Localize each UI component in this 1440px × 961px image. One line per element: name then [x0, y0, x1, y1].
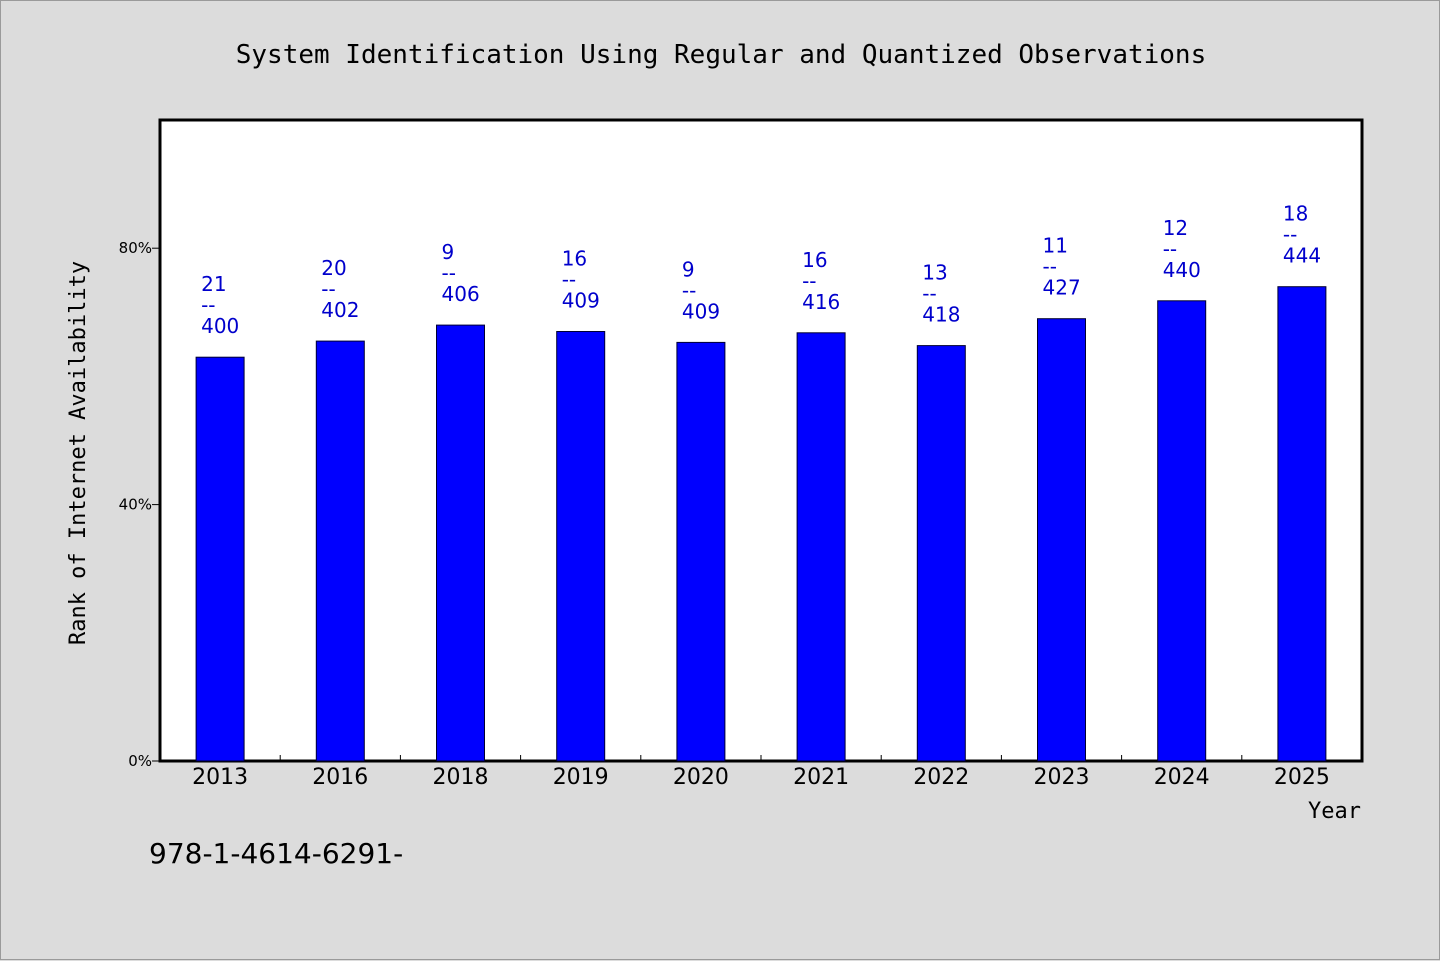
- data-label-top-2023: 11: [1043, 234, 1068, 258]
- data-label-top-2025: 18: [1283, 202, 1308, 226]
- bar-2025: [1277, 286, 1327, 762]
- data-labels-layer: 21--40020--4029--40616--4099--40916--416…: [201, 202, 1321, 339]
- bar-2023: [1037, 318, 1086, 762]
- bar-2022: [916, 345, 966, 762]
- data-label-separator-2013: --: [201, 293, 215, 317]
- data-label-separator-2021: --: [802, 269, 816, 293]
- x-tick-label-2025: 2025: [1274, 765, 1330, 790]
- bar-2016: [315, 340, 365, 762]
- data-label-top-2018: 9: [442, 240, 455, 264]
- data-label-top-2020: 9: [682, 257, 695, 281]
- data-label-separator-2024: --: [1163, 237, 1177, 261]
- data-label-separator-2019: --: [562, 268, 576, 292]
- x-tick-label-2013: 2013: [192, 765, 248, 790]
- x-tick-label-2023: 2023: [1034, 765, 1090, 790]
- data-label-top-2019: 16: [562, 247, 587, 271]
- data-label-bottom-2025: 444: [1283, 244, 1321, 268]
- y-tick-label: 0%: [128, 752, 152, 770]
- data-label-separator-2016: --: [321, 277, 335, 301]
- bar-2013: [195, 356, 245, 762]
- data-label-bottom-2019: 409: [562, 289, 600, 313]
- bar-2021: [796, 332, 846, 762]
- data-label-top-2013: 21: [201, 272, 226, 296]
- y-tick-label: 80%: [119, 239, 152, 257]
- data-label-bottom-2013: 400: [201, 314, 239, 338]
- x-tick-label-2019: 2019: [553, 765, 609, 790]
- x-tick-label-2021: 2021: [793, 765, 849, 790]
- bar-2024: [1157, 300, 1207, 762]
- data-label-separator-2022: --: [922, 282, 936, 306]
- data-label-top-2022: 13: [922, 261, 947, 285]
- data-label-separator-2023: --: [1043, 255, 1057, 279]
- bars-layer: [195, 286, 1327, 762]
- data-label-bottom-2024: 440: [1163, 258, 1201, 282]
- footnote-isbn: 978-1-4614-6291-: [149, 837, 403, 870]
- x-tick-label-2024: 2024: [1154, 765, 1210, 790]
- y-tick-label: 40%: [119, 496, 152, 514]
- data-label-bottom-2018: 406: [442, 282, 480, 306]
- data-label-top-2016: 20: [321, 256, 346, 280]
- data-label-bottom-2023: 427: [1043, 276, 1081, 300]
- bar-2020: [676, 341, 726, 762]
- y-axis-title: Rank of Internet Availability: [66, 261, 91, 645]
- x-axis-title: Year: [1308, 799, 1361, 824]
- data-label-separator-2018: --: [442, 261, 456, 285]
- data-label-top-2021: 16: [802, 248, 827, 272]
- data-label-separator-2025: --: [1283, 223, 1297, 247]
- data-label-separator-2020: --: [682, 278, 696, 302]
- bar-2019: [556, 331, 606, 762]
- x-tick-label-2020: 2020: [673, 765, 729, 790]
- data-label-bottom-2021: 416: [802, 290, 840, 314]
- y-axis: 0% 40% 80%: [119, 239, 160, 770]
- x-tick-label-2018: 2018: [433, 765, 489, 790]
- x-tick-label-2022: 2022: [913, 765, 969, 790]
- x-axis: 2013 2016 2018 2019 2020 2021 2022 2023 2024 2025: [192, 755, 1330, 790]
- x-tick-label-2016: 2016: [312, 765, 368, 790]
- data-label-bottom-2022: 418: [922, 303, 960, 327]
- data-label-bottom-2020: 409: [682, 299, 720, 323]
- bar-2018: [436, 324, 485, 762]
- data-label-top-2024: 12: [1163, 216, 1188, 240]
- data-label-bottom-2016: 402: [321, 298, 359, 322]
- chart-title: System Identification Using Regular and …: [236, 40, 1207, 70]
